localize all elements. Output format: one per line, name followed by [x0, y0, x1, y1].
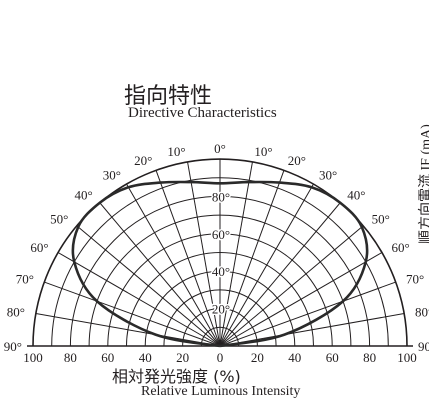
angle-tick-label: 20°: [134, 153, 152, 168]
x-tick-label: 60: [101, 350, 114, 365]
x-tick-label: 20: [251, 350, 264, 365]
grid-spoke: [219, 225, 364, 347]
grid-spoke: [99, 202, 221, 347]
angle-tick-label: 10°: [254, 144, 272, 159]
angle-tick-label: 30°: [319, 168, 337, 183]
grid-spoke: [219, 183, 314, 347]
grid-spoke: [35, 313, 221, 347]
grid-spoke: [187, 161, 221, 347]
grid-spoke: [57, 252, 221, 347]
angle-tick-label: 70°: [16, 271, 34, 286]
x-tick-label: 20: [176, 350, 189, 365]
x-tick-label: 40: [139, 350, 152, 365]
grid-spoke: [219, 202, 341, 347]
intensity-curve-line: [71, 180, 369, 348]
polar-grid: [27, 158, 413, 347]
grid-spoke: [219, 281, 396, 347]
x-tick-label: 100: [397, 350, 417, 365]
forward-current-label: 順方向電流 IF (mA): [419, 124, 429, 244]
x-tick-label: 80: [64, 350, 77, 365]
radial-tick-label: 20°: [212, 302, 230, 317]
angle-tick-label: 80°: [415, 305, 429, 320]
radial-tick-label: 40°: [212, 264, 230, 279]
angle-tick-label: 10°: [167, 144, 185, 159]
x-tick-label: 0: [217, 350, 224, 365]
angle-tick-label: 60°: [391, 240, 409, 255]
grid-spoke: [219, 313, 405, 347]
grid-spoke: [76, 225, 221, 347]
angle-tick-label: 70°: [406, 271, 424, 286]
radial-tick-label: 60°: [212, 227, 230, 242]
radial-tick-label: 80°: [212, 189, 230, 204]
x-axis-label-en: Relative Luminous Intensity: [141, 384, 301, 399]
angle-tick-label: 20°: [288, 153, 306, 168]
angle-tick-label: 60°: [30, 240, 48, 255]
x-tick-label: 40: [288, 350, 301, 365]
grid-spoke: [219, 170, 285, 347]
x-tick-label: 60: [326, 350, 339, 365]
angle-tick-label: 90°: [4, 339, 22, 354]
tick-labels: 90°80°70°60°50°40°30°20°10° 0° 10°20°30°40…: [4, 141, 429, 365]
angle-tick-label: 0°: [214, 141, 226, 156]
grid-spoke: [44, 281, 221, 347]
grid-spoke: [155, 170, 221, 347]
side-label: 順方向電流 IF (mA): [412, 34, 429, 244]
angle-tick-label: 30°: [103, 168, 121, 183]
angle-tick-label: 50°: [50, 212, 68, 227]
angle-tick-label: 90°: [418, 339, 429, 354]
intensity-curve: [71, 180, 369, 348]
grid-spoke: [126, 183, 221, 347]
angle-tick-label: 50°: [372, 212, 390, 227]
angle-tick-label: 40°: [75, 187, 93, 202]
angle-tick-label: 80°: [7, 305, 25, 320]
angle-tick-label: 40°: [347, 187, 365, 202]
grid-spoke: [219, 161, 253, 347]
grid-spoke: [219, 252, 383, 347]
x-axis-label: 相対発光強度 (%): [112, 367, 241, 386]
x-tick-label: 100: [23, 350, 43, 365]
chart-subtitle: Directive Characteristics: [128, 105, 277, 121]
x-tick-label: 80: [363, 350, 376, 365]
chart-title: 指向特性: [124, 84, 213, 109]
